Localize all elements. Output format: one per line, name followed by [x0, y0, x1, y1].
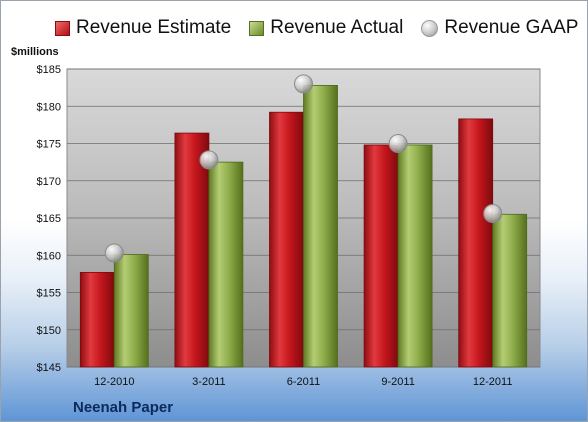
bar-revenue-estimate — [174, 132, 210, 368]
x-tick-label: 3-2011 — [192, 376, 225, 388]
bar-revenue-estimate — [79, 271, 115, 368]
bar-revenue-actual — [208, 161, 244, 368]
legend-label-actual: Revenue Actual — [270, 17, 404, 38]
point-revenue-gaap — [104, 243, 124, 263]
y-tick-label: $150 — [37, 325, 61, 337]
y-tick-label: $175 — [37, 139, 61, 151]
bar-revenue-actual — [113, 254, 149, 368]
y-tick-label: $180 — [37, 101, 61, 113]
y-tick-label: $165 — [37, 213, 61, 225]
point-revenue-gaap — [294, 74, 313, 94]
legend-swatch-estimate — [55, 20, 70, 36]
x-tick-label: 9-2011 — [381, 376, 414, 388]
legend: Revenue Estimate Revenue Actual Revenue … — [55, 17, 578, 39]
y-tick-label: $155 — [37, 288, 61, 300]
legend-label-estimate: Revenue Estimate — [76, 17, 232, 38]
legend-label-gaap: Revenue GAAP — [444, 17, 579, 38]
legend-swatch-gaap — [421, 19, 439, 37]
bar-revenue-estimate — [458, 118, 494, 368]
point-revenue-gaap — [199, 150, 219, 170]
x-tick-label: 6-2011 — [287, 376, 320, 388]
point-revenue-gaap — [388, 134, 408, 153]
company-name: Neenah Paper — [73, 399, 174, 416]
legend-item-revenue-actual: Revenue Actual — [249, 17, 403, 39]
y-tick-label: $160 — [37, 250, 61, 262]
y-tick-label: $185 — [37, 64, 61, 76]
y-tick-label: $170 — [37, 176, 61, 188]
legend-item-revenue-gaap: Revenue GAAP — [421, 17, 578, 39]
y-axis-unit-label: $millions — [11, 46, 59, 58]
bar-revenue-estimate — [269, 111, 304, 368]
x-tick-label: 12-2010 — [94, 376, 134, 388]
point-revenue-gaap — [483, 204, 503, 224]
x-tick-label: 12-2011 — [473, 376, 513, 388]
legend-item-revenue-estimate: Revenue Estimate — [55, 17, 231, 39]
y-tick-label: $145 — [37, 362, 61, 374]
legend-swatch-actual — [249, 20, 265, 36]
bar-revenue-estimate — [363, 144, 399, 368]
bar-revenue-actual — [492, 213, 528, 368]
bar-revenue-actual — [397, 144, 433, 368]
bar-revenue-actual — [303, 84, 338, 368]
